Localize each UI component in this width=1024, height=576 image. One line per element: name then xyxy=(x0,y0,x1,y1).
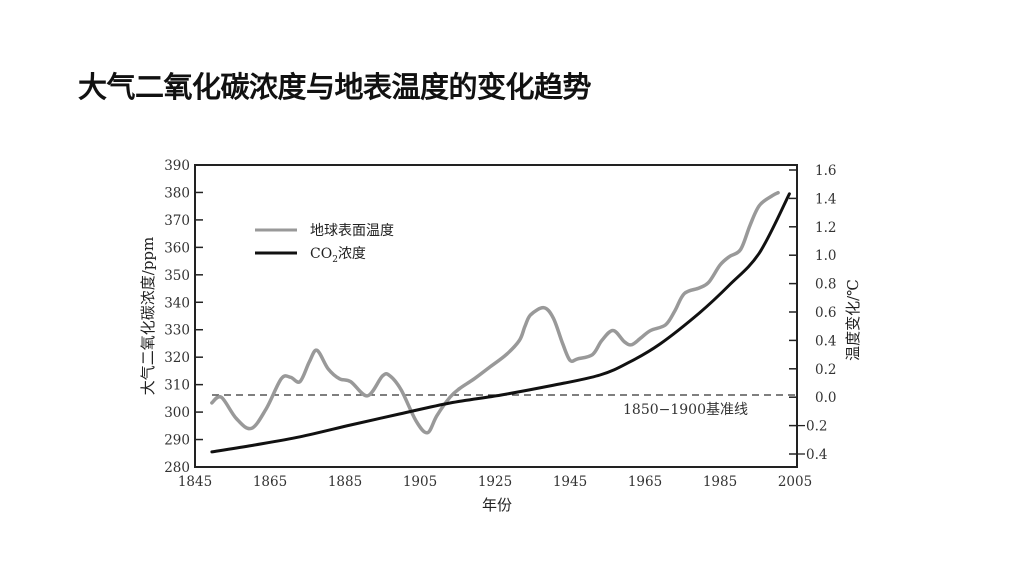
x-tick-label: 1925 xyxy=(478,474,512,490)
left-tick-label: 280 xyxy=(164,460,190,476)
left-tick-label: 320 xyxy=(164,350,190,366)
right-tick-label: 0.2 xyxy=(806,419,827,435)
left-tick-label: 340 xyxy=(164,295,190,311)
co2-series-line xyxy=(210,192,791,454)
left-tick-label: 360 xyxy=(164,240,190,256)
x-tick-label: 2005 xyxy=(778,474,812,490)
x-axis-title: 年份 xyxy=(482,496,512,514)
x-axis-ticks: 1845 1865 1885 1905 1925 1945 1965 1985 2005 xyxy=(178,474,812,490)
right-tick-label: 0.6 xyxy=(815,305,836,321)
right-tick-label: 1.2 xyxy=(815,220,836,236)
plot-frame xyxy=(194,164,798,468)
baseline-annotation: 1850−1900基准线 xyxy=(623,401,748,418)
right-tick-label: 1.4 xyxy=(815,191,836,207)
left-tick-label: 370 xyxy=(164,213,190,229)
left-axis-ticks: 390 380 370 360 350 340 330 320 310 300 290 280 xyxy=(164,158,203,476)
left-tick-label: 390 xyxy=(164,158,190,174)
right-tick-label: 0.4 xyxy=(806,447,827,463)
right-tick-label: 1.6 xyxy=(815,163,836,179)
x-tick-label: 1985 xyxy=(703,474,737,490)
x-tick-label: 1885 xyxy=(328,474,362,490)
slide-title: 大气二氧化碳浓度与地表温度的变化趋势 xyxy=(78,70,592,104)
left-tick-label: 290 xyxy=(164,433,190,449)
left-tick-label: 300 xyxy=(164,405,190,421)
right-axis-title: 温度变化/℃ xyxy=(844,279,862,361)
legend: 地球表面温度 CO2浓度 xyxy=(255,223,394,265)
x-tick-label: 1865 xyxy=(253,474,287,490)
left-tick-label: 330 xyxy=(164,323,190,339)
right-tick-label: 0.2 xyxy=(815,362,836,378)
left-axis-title: 大气二氧化碳浓度/ppm xyxy=(139,237,157,395)
right-tick-label: 1.0 xyxy=(815,248,836,264)
right-axis-ticks: 1.6 1.4 1.2 1.0 0.8 0.6 0.4 0.2 0.0 0.2 0.4 xyxy=(789,163,836,463)
legend-label-co2: CO2浓度 xyxy=(310,246,366,265)
right-tick-label: 0.0 xyxy=(815,390,836,406)
left-tick-label: 350 xyxy=(164,268,190,284)
x-tick-label: 1845 xyxy=(178,474,212,490)
x-tick-label: 1945 xyxy=(553,474,587,490)
right-tick-label: 0.8 xyxy=(815,277,836,293)
temperature-series-line xyxy=(210,190,780,435)
x-tick-label: 1965 xyxy=(628,474,662,490)
right-tick-label: 0.4 xyxy=(815,333,836,349)
x-tick-label: 1905 xyxy=(403,474,437,490)
left-tick-label: 380 xyxy=(164,185,190,201)
legend-label-temperature: 地球表面温度 xyxy=(310,223,394,239)
left-tick-label: 310 xyxy=(164,378,190,394)
